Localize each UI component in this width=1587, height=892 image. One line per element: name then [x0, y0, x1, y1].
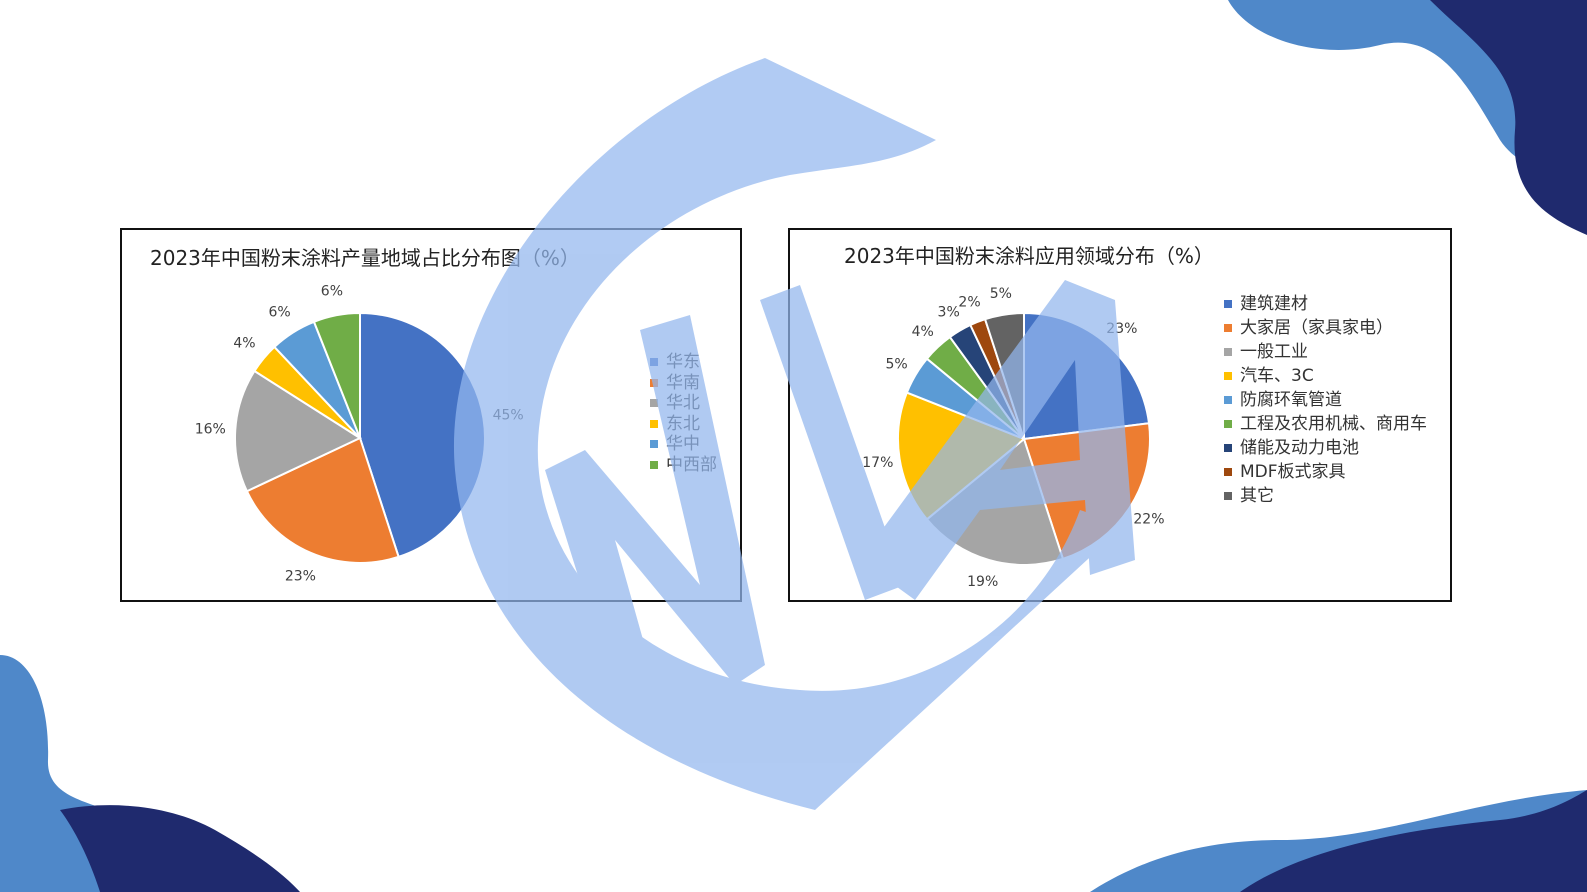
slice-data-label: 19%: [967, 574, 998, 590]
pie-slice: [245, 436, 400, 564]
pie-slice: [234, 369, 363, 493]
bottom-left-dark-blob: [60, 805, 300, 892]
legend-swatch: [650, 440, 658, 449]
legend-label: 华中: [666, 434, 700, 454]
legend-label: 工程及农用机械、商用车: [1240, 414, 1427, 434]
legend-swatch: [1224, 372, 1232, 380]
slice-data-label: 45%: [493, 408, 524, 424]
legend-swatch: [650, 358, 658, 367]
legend-item: 大家居（家具家电）: [1224, 316, 1427, 340]
legend-item: 储能及动力电池: [1224, 436, 1427, 460]
legend-item: 其它: [1224, 484, 1427, 508]
legend-item: 东北: [650, 414, 717, 435]
legend-item: 中西部: [650, 455, 717, 476]
legend-label: 储能及动力电池: [1240, 438, 1359, 458]
legend-swatch: [1224, 300, 1232, 308]
slice-data-label: 23%: [285, 569, 316, 585]
region-legend: 华东 华南 华北 东北 华中 中西部: [650, 352, 717, 475]
legend-item: 汽车、3C: [1224, 364, 1427, 388]
legend-item: 华南: [650, 373, 717, 394]
bottom-left-light-blob: [0, 655, 240, 892]
legend-label: 一般工业: [1240, 342, 1308, 362]
legend-swatch: [650, 460, 658, 469]
legend-label: 华东: [666, 352, 700, 372]
slice-data-label: 5%: [886, 357, 908, 373]
legend-swatch: [650, 378, 658, 387]
legend-label: 防腐环氧管道: [1240, 390, 1342, 410]
legend-swatch: [1224, 468, 1232, 476]
slice-data-label: 16%: [195, 422, 226, 438]
legend-swatch: [1224, 444, 1232, 452]
legend-label: 华北: [666, 393, 700, 413]
pie-slice: [312, 311, 361, 439]
legend-label: 汽车、3C: [1240, 366, 1314, 386]
legend-label: 东北: [666, 413, 700, 434]
legend-label: 其它: [1240, 486, 1274, 506]
legend-label: MDF板式家具: [1240, 462, 1346, 482]
application-chart-panel: 2023年中国粉末涂料应用领域分布（%） 23% 22% 19% 17% 5% 4% 3% 2…: [788, 228, 1452, 602]
legend-swatch: [1224, 492, 1232, 500]
legend-item: 华北: [650, 393, 717, 414]
legend-item: MDF板式家具: [1224, 460, 1427, 484]
application-legend: 建筑建材大家居（家具家电） 一般工业汽车、3C 防腐环氧管道工程及农用机械、商用车储…: [1224, 292, 1427, 508]
slice-data-label: 4%: [912, 324, 934, 340]
legend-swatch: [1224, 396, 1232, 404]
region-chart-panel: 2023年中国粉末涂料产量地域占比分布图（%） 45% 23% 16% 4% 6% 6% …: [120, 228, 742, 602]
slice-data-label: 4%: [233, 335, 255, 351]
legend-swatch: [650, 419, 658, 428]
region-pie-chart: 45% 23% 16% 4% 6% 6%: [195, 284, 524, 585]
slice-data-label: 23%: [1106, 321, 1137, 337]
top-right-dark-blob: [1430, 0, 1587, 235]
legend-swatch: [1224, 324, 1232, 332]
legend-item: 工程及农用机械、商用车: [1224, 412, 1427, 436]
bottom-right-dark-blob: [1240, 790, 1587, 892]
legend-item: 建筑建材: [1224, 292, 1427, 316]
legend-swatch: [650, 399, 658, 408]
legend-label: 大家居（家具家电）: [1240, 318, 1393, 338]
slice-data-label: 3%: [938, 305, 960, 321]
slice-data-label: 22%: [1133, 511, 1164, 527]
slice-data-label: 6%: [269, 304, 291, 320]
slice-data-label: 17%: [862, 455, 893, 471]
legend-label: 建筑建材: [1240, 294, 1308, 314]
slice-data-label: 2%: [958, 294, 980, 310]
legend-label: 中西部: [666, 454, 717, 475]
slice-data-label: 5%: [990, 286, 1012, 302]
legend-item: 华中: [650, 434, 717, 455]
legend-item: 华东: [650, 352, 717, 373]
legend-swatch: [1224, 420, 1232, 428]
legend-item: 防腐环氧管道: [1224, 388, 1427, 412]
legend-label: 华南: [666, 372, 700, 393]
slice-data-label: 6%: [321, 284, 343, 300]
legend-item: 一般工业: [1224, 340, 1427, 364]
legend-swatch: [1224, 348, 1232, 356]
